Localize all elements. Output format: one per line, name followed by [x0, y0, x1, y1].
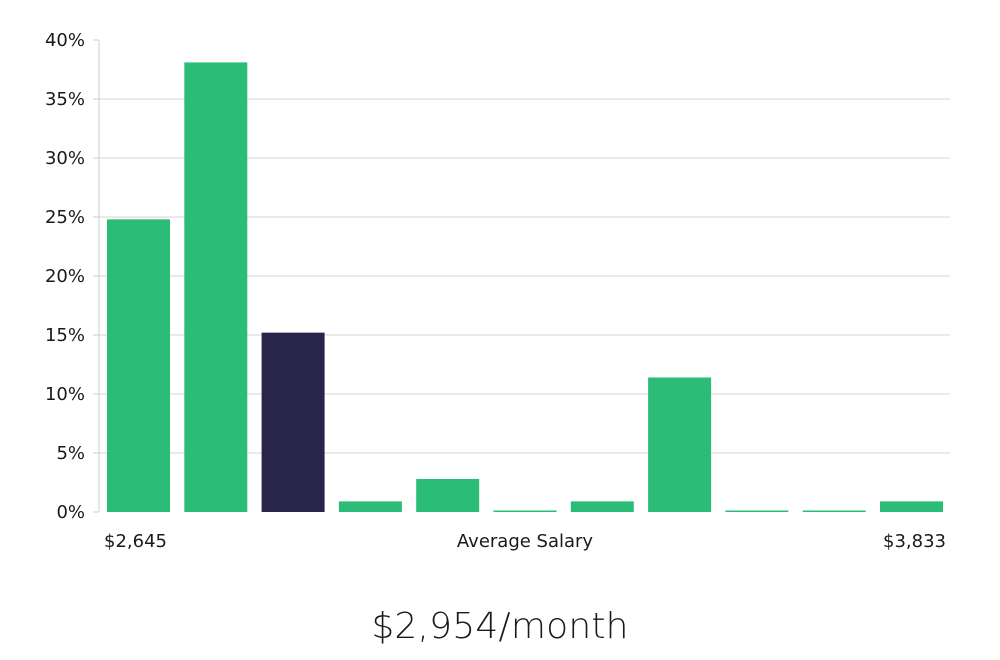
y-tick-label: 10%	[45, 384, 85, 405]
y-tick-label: 0%	[56, 502, 85, 523]
y-tick-label: 40%	[45, 30, 85, 51]
bar	[493, 510, 557, 512]
x-max-label: $3,833	[883, 531, 946, 552]
bar	[648, 377, 712, 512]
y-tick-label: 35%	[45, 89, 85, 110]
bar	[184, 62, 248, 513]
salary-histogram: 0% 5% 10% 15% 20% 25% 30% 35% 40% $2,645 Average…	[45, 30, 950, 552]
bar	[725, 510, 789, 512]
bar	[880, 501, 943, 512]
bar	[570, 501, 634, 512]
bar-highlighted	[261, 332, 325, 512]
bar	[416, 478, 480, 512]
y-axis-ticks: 0% 5% 10% 15% 20% 25% 30% 35% 40%	[45, 30, 99, 523]
y-tick-label: 25%	[45, 207, 85, 228]
bars	[107, 62, 943, 513]
y-tick-label: 30%	[45, 148, 85, 169]
y-tick-label: 20%	[45, 266, 85, 287]
y-tick-label: 15%	[45, 325, 85, 346]
y-tick-label: 5%	[56, 443, 85, 464]
x-axis-title: Average Salary	[457, 531, 594, 552]
x-min-label: $2,645	[104, 531, 167, 552]
bar	[338, 501, 402, 512]
bar	[802, 510, 866, 512]
bar	[107, 219, 170, 513]
average-salary-headline: $2,954/month	[371, 606, 629, 647]
